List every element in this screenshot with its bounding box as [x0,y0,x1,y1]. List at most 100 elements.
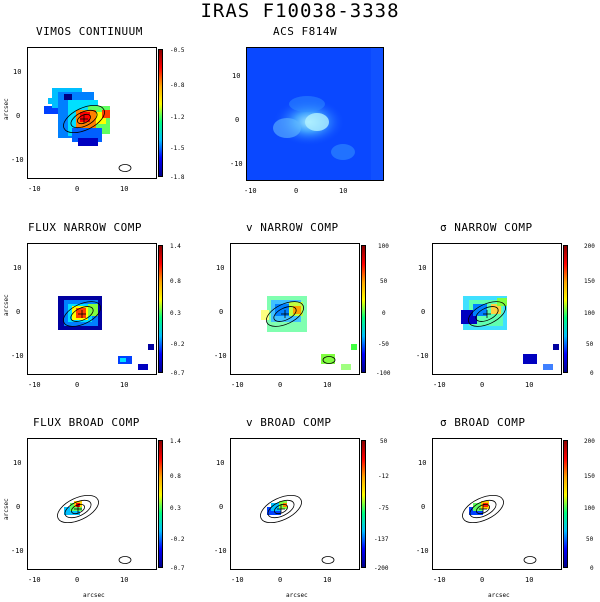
x-axis-label: arcsec [286,592,308,599]
y-tick: 0 [16,308,21,316]
cbar-tick: -0.2 [170,341,185,348]
cbar-tick: 50 [380,278,388,285]
x-tick: -10 [433,381,446,389]
cbar-tick: 0 [590,370,594,377]
cbar-tick: 150 [584,278,595,285]
x-tick: -10 [231,576,244,584]
x-tick: -10 [231,381,244,389]
panel-v-broad [230,438,360,570]
colorbar-v-narrow [361,245,366,373]
cbar-tick: 50 [586,536,594,543]
cbar-tick: -12 [378,473,389,480]
y-tick: 0 [219,503,224,511]
x-tick: -10 [28,576,41,584]
cbar-tick: -0.7 [170,370,185,377]
sigma-narrow-map [461,296,559,370]
cbar-tick: 100 [584,505,595,512]
panel-acs-f814w [246,47,384,181]
panel-flux-narrow [27,243,157,375]
vimos-continuum-map [44,88,132,172]
y-tick: 10 [13,459,22,467]
y-tick: 0 [16,112,21,120]
acs-image [247,48,383,180]
x-tick: 10 [120,576,129,584]
y-tick: 0 [421,308,426,316]
v-broad-map [260,494,335,564]
y-tick: 10 [418,264,427,272]
y-axis-label: arcsec [3,294,10,316]
y-tick: 0 [219,308,224,316]
y-tick: 10 [232,72,241,80]
y-tick: -10 [230,160,243,168]
panel-vimos-continuum [27,47,157,179]
cbar-tick: 0 [382,310,386,317]
x-tick: 0 [75,381,80,389]
x-tick: -10 [433,576,446,584]
colorbar-sigma-narrow [563,245,568,373]
cbar-tick: 200 [584,243,595,250]
x-tick: 0 [480,381,485,389]
cbar-tick: 200 [584,438,595,445]
cbar-tick: -0.7 [170,565,185,572]
x-tick: 0 [278,381,283,389]
sigma-broad-map [462,494,537,564]
colorbar-flux-broad [158,440,163,568]
cbar-tick: -0.5 [170,47,185,54]
figure-title: IRAS F10038-3338 [200,0,400,22]
y-tick: 10 [13,264,22,272]
x-tick: -10 [244,187,257,195]
y-tick: 10 [216,459,225,467]
x-axis-label: arcsec [83,592,105,599]
y-tick: 10 [418,459,427,467]
colorbar-vimos [158,49,163,177]
y-axis-label: arcsec [3,498,10,520]
cbar-tick: 50 [586,341,594,348]
cbar-tick: -200 [374,565,389,572]
x-tick: 0 [75,185,80,193]
x-axis-label: arcsec [488,592,510,599]
cbar-tick: 1.4 [170,438,181,445]
cbar-tick: 0.3 [170,505,181,512]
x-tick: 10 [339,187,348,195]
y-tick: 10 [216,264,225,272]
x-tick: 10 [323,576,332,584]
flux-broad-map [57,494,132,564]
y-tick: 0 [16,503,21,511]
y-axis-label: arcsec [3,98,10,120]
cbar-tick: -1.5 [170,145,185,152]
y-tick: -10 [11,547,24,555]
panel-title-flux-broad: FLUX BROAD COMP [33,416,140,429]
v-narrow-map [261,296,357,370]
flux-narrow-map [58,296,154,370]
y-tick: -10 [416,547,429,555]
y-tick: -10 [416,352,429,360]
cbar-tick: -100 [376,370,391,377]
colorbar-sigma-broad [563,440,568,568]
panel-title-v-narrow: v NARROW COMP [246,221,339,234]
panel-title-sigma-narrow: σ NARROW COMP [440,221,533,234]
cbar-tick: 100 [584,310,595,317]
y-tick: -10 [214,547,227,555]
x-tick: 10 [525,576,534,584]
panel-title-sigma-broad: σ BROAD COMP [440,416,526,429]
cbar-tick: 0.8 [170,278,181,285]
x-tick: 0 [278,576,283,584]
x-tick: 10 [120,381,129,389]
y-tick: -10 [214,352,227,360]
panel-title-vimos: VIMOS CONTINUUM [36,25,143,38]
colorbar-v-broad [361,440,366,568]
panel-sigma-broad [432,438,562,570]
x-tick: 10 [525,381,534,389]
x-tick: 10 [323,381,332,389]
x-tick: 0 [480,576,485,584]
x-tick: 10 [120,185,129,193]
panel-flux-broad [27,438,157,570]
y-tick: 0 [421,503,426,511]
cbar-tick: -0.8 [170,82,185,89]
cbar-tick: 100 [378,243,389,250]
cbar-tick: 50 [380,438,388,445]
cbar-tick: -50 [378,341,389,348]
y-tick: 10 [13,68,22,76]
panel-sigma-narrow [432,243,562,375]
cbar-tick: 0.8 [170,473,181,480]
